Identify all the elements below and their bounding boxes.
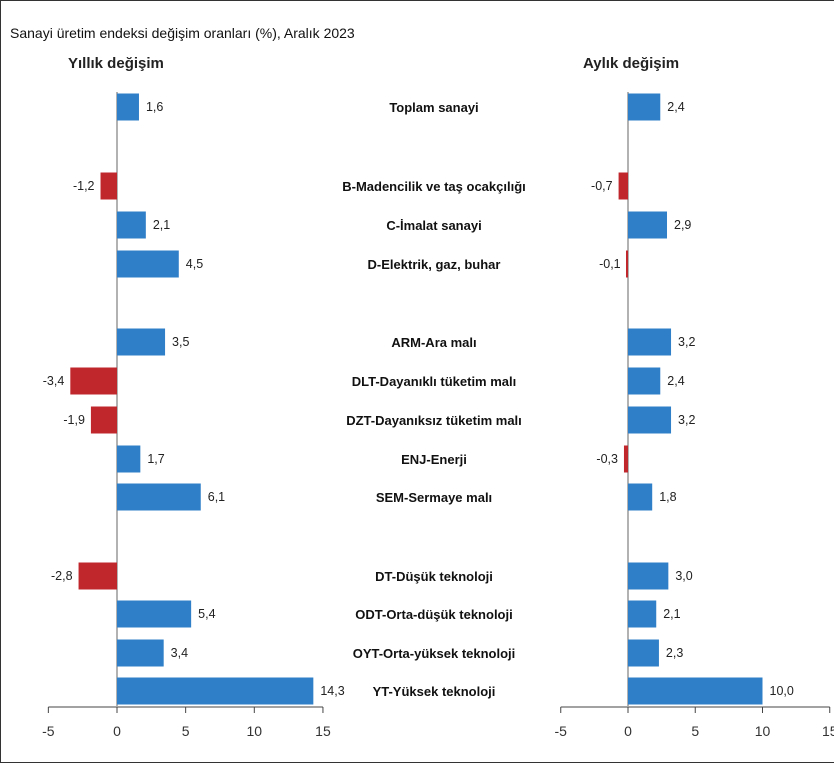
left-bar bbox=[90, 406, 117, 434]
right-bar bbox=[628, 677, 763, 705]
right-bar bbox=[628, 93, 661, 121]
left-bar bbox=[117, 600, 192, 628]
right-tick-label: 0 bbox=[624, 723, 632, 739]
left-tick-label: 0 bbox=[113, 723, 121, 739]
right-bar bbox=[628, 639, 659, 667]
left-value-label: -2,8 bbox=[51, 569, 73, 583]
right-value-label: 2,3 bbox=[666, 646, 683, 660]
left-value-label: 14,3 bbox=[320, 684, 344, 698]
right-bar bbox=[623, 445, 628, 473]
left-value-label: 3,4 bbox=[171, 646, 188, 660]
category-label: DT-Düşük teknoloji bbox=[375, 569, 493, 584]
right-value-label: 2,4 bbox=[667, 100, 684, 114]
right-value-label: -0,3 bbox=[596, 452, 618, 466]
left-value-label: 4,5 bbox=[186, 257, 203, 271]
right-value-label: -0,7 bbox=[591, 179, 613, 193]
right-panel: -5 0 5 10 15 2,4 -0,7 2,9 -0,1 3,2 2,4 3,2 -0,3 1,8 3,… bbox=[555, 92, 834, 739]
right-tick-label: 15 bbox=[822, 723, 834, 739]
category-label: SEM-Sermaye malı bbox=[376, 490, 492, 505]
right-bar bbox=[618, 172, 628, 200]
left-bar bbox=[70, 367, 117, 395]
right-value-label: 10,0 bbox=[770, 684, 794, 698]
category-label: YT-Yüksek teknoloji bbox=[373, 684, 496, 699]
left-value-label: 1,6 bbox=[146, 100, 163, 114]
right-value-label: 3,0 bbox=[675, 569, 692, 583]
right-bar bbox=[628, 211, 668, 239]
left-tick-label: 5 bbox=[182, 723, 190, 739]
right-value-label: 2,4 bbox=[667, 374, 684, 388]
left-value-label: 2,1 bbox=[153, 218, 170, 232]
left-bar bbox=[78, 562, 117, 590]
category-labels: Toplam sanayi B-Madencilik ve taş ocakçıl… bbox=[342, 100, 526, 699]
category-label: DZT-Dayanıksız tüketim malı bbox=[346, 413, 522, 428]
category-label: Toplam sanayi bbox=[389, 100, 478, 115]
left-bar bbox=[117, 328, 166, 356]
chart-title: Sanayi üretim endeksi değişim oranları (… bbox=[10, 25, 355, 41]
left-value-label: 6,1 bbox=[208, 490, 225, 504]
right-value-label: 2,9 bbox=[674, 218, 691, 232]
left-value-label: 3,5 bbox=[172, 335, 189, 349]
right-bar bbox=[628, 483, 653, 511]
left-bar bbox=[117, 639, 164, 667]
right-panel-title: Aylık değişim bbox=[583, 55, 679, 72]
left-tick-label: 15 bbox=[315, 723, 331, 739]
left-tick-label: -5 bbox=[42, 723, 55, 739]
category-label: C-İmalat sanayi bbox=[386, 218, 481, 233]
right-tick-label: 5 bbox=[691, 723, 699, 739]
left-value-label: 5,4 bbox=[198, 607, 215, 621]
left-value-label: -1,2 bbox=[73, 179, 95, 193]
left-bar bbox=[117, 677, 314, 705]
category-label: DLT-Dayanıklı tüketim malı bbox=[352, 374, 516, 389]
right-bar bbox=[626, 250, 628, 278]
category-label: B-Madencilik ve taş ocakçılığı bbox=[342, 179, 526, 194]
category-label: ENJ-Enerji bbox=[401, 452, 467, 467]
right-tick-label: 10 bbox=[755, 723, 771, 739]
left-value-label: -1,9 bbox=[63, 413, 85, 427]
right-value-label: 2,1 bbox=[663, 607, 680, 621]
left-panel-title: Yıllık değişim bbox=[68, 55, 164, 72]
right-value-label: -0,1 bbox=[599, 257, 621, 271]
right-value-label: 1,8 bbox=[659, 490, 676, 504]
right-bar bbox=[628, 562, 669, 590]
left-bar bbox=[117, 445, 141, 473]
right-bar bbox=[628, 600, 657, 628]
right-bar bbox=[628, 367, 661, 395]
category-label: ARM-Ara malı bbox=[391, 335, 476, 350]
right-bar bbox=[628, 328, 672, 356]
right-tick-label: -5 bbox=[555, 723, 568, 739]
left-tick-label: 10 bbox=[247, 723, 263, 739]
left-bar bbox=[117, 93, 139, 121]
left-bar bbox=[100, 172, 117, 200]
left-value-label: -3,4 bbox=[43, 374, 65, 388]
right-value-label: 3,2 bbox=[678, 413, 695, 427]
category-label: D-Elektrik, gaz, buhar bbox=[368, 257, 501, 272]
left-panel: -5 0 5 10 15 1,6 -1,2 2,1 4,5 3,5 -3,4 -1,9 1,7 6,1 -2… bbox=[42, 92, 345, 739]
category-label: ODT-Orta-düşük teknoloji bbox=[355, 607, 512, 622]
left-bar bbox=[117, 211, 146, 239]
left-bar bbox=[117, 483, 201, 511]
left-value-label: 1,7 bbox=[147, 452, 164, 466]
left-bar bbox=[117, 250, 179, 278]
right-bar bbox=[628, 406, 672, 434]
right-value-label: 3,2 bbox=[678, 335, 695, 349]
category-label: OYT-Orta-yüksek teknoloji bbox=[353, 646, 516, 661]
